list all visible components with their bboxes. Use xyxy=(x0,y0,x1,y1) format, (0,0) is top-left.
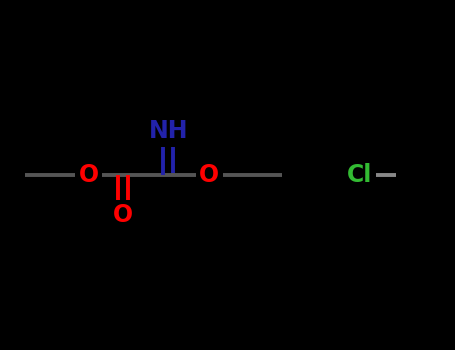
Text: O: O xyxy=(199,163,219,187)
Text: O: O xyxy=(79,163,99,187)
Text: O: O xyxy=(113,203,133,227)
Text: Cl: Cl xyxy=(347,163,372,187)
Text: NH: NH xyxy=(149,119,188,143)
